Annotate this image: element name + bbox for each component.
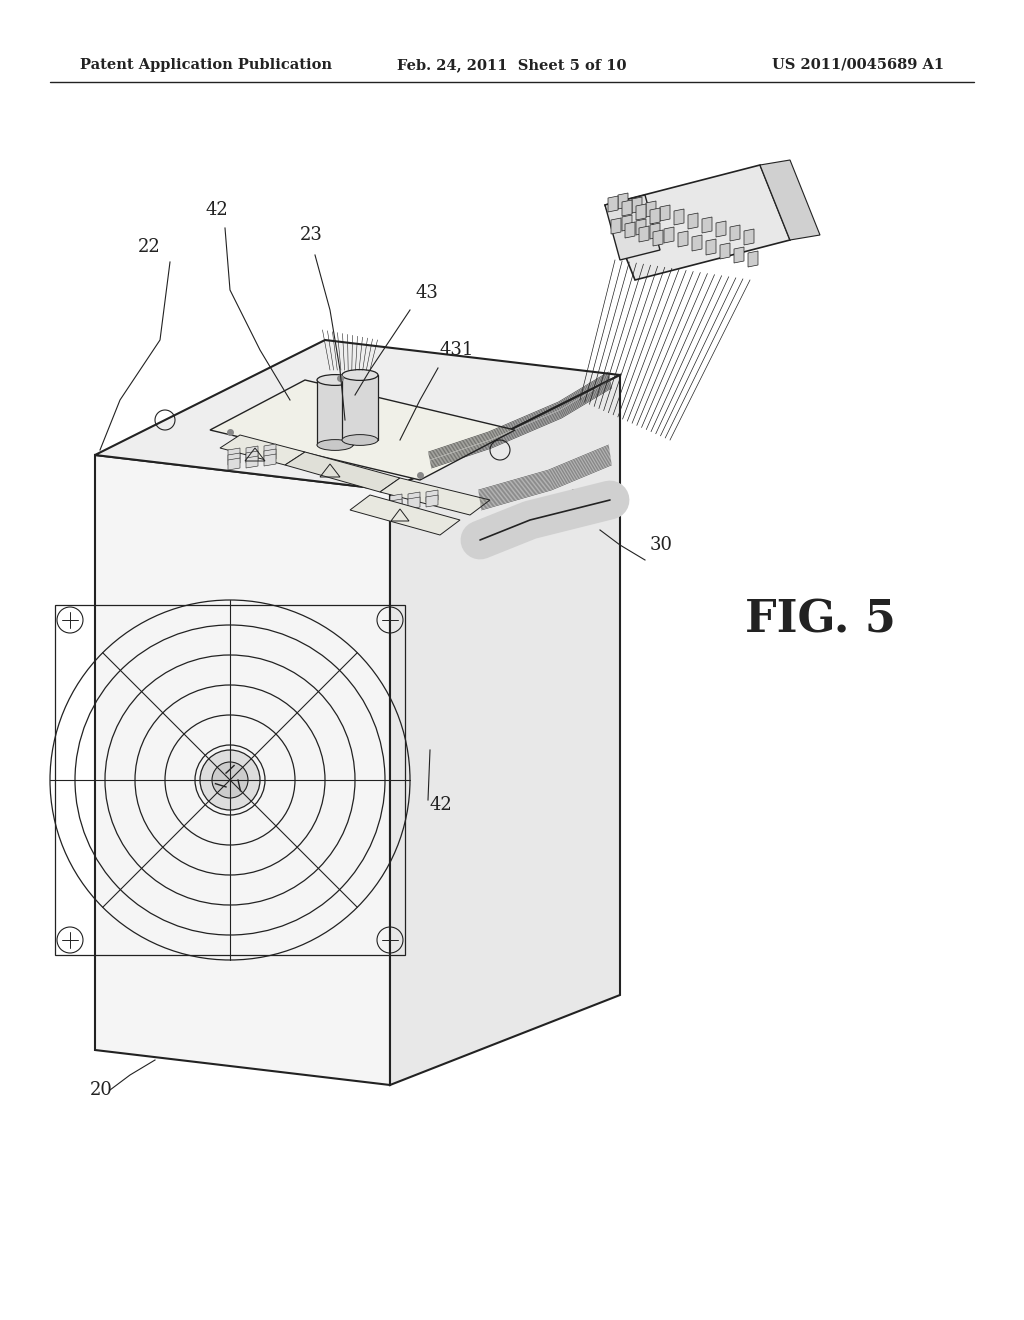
Polygon shape — [285, 451, 400, 492]
Polygon shape — [720, 243, 730, 259]
Text: 23: 23 — [300, 226, 323, 244]
Polygon shape — [228, 447, 240, 459]
Text: 22: 22 — [138, 238, 161, 256]
Polygon shape — [317, 380, 353, 445]
Polygon shape — [650, 209, 660, 224]
Polygon shape — [246, 451, 258, 463]
Polygon shape — [426, 495, 438, 507]
Polygon shape — [605, 195, 660, 260]
Polygon shape — [639, 226, 649, 242]
Text: 43: 43 — [415, 284, 438, 302]
Polygon shape — [674, 209, 684, 224]
Circle shape — [200, 750, 260, 810]
Polygon shape — [702, 216, 712, 234]
Polygon shape — [611, 218, 621, 234]
Polygon shape — [390, 494, 402, 506]
Polygon shape — [264, 454, 276, 466]
Polygon shape — [380, 478, 490, 515]
Polygon shape — [692, 235, 702, 251]
Ellipse shape — [342, 370, 378, 380]
Ellipse shape — [317, 440, 353, 450]
Ellipse shape — [342, 434, 378, 445]
Polygon shape — [646, 201, 656, 216]
Text: 20: 20 — [90, 1081, 113, 1100]
Text: 431: 431 — [440, 341, 474, 359]
Text: FIG. 5: FIG. 5 — [744, 598, 895, 642]
Polygon shape — [636, 205, 646, 220]
Text: 30: 30 — [650, 536, 673, 554]
Text: 42: 42 — [430, 796, 453, 814]
Polygon shape — [664, 227, 674, 243]
Polygon shape — [744, 228, 754, 246]
Polygon shape — [734, 247, 744, 263]
Polygon shape — [636, 219, 646, 235]
Polygon shape — [716, 220, 726, 238]
Text: US 2011/0045689 A1: US 2011/0045689 A1 — [772, 58, 944, 73]
Polygon shape — [706, 239, 716, 255]
Polygon shape — [246, 455, 258, 469]
Polygon shape — [760, 160, 820, 240]
Polygon shape — [632, 197, 642, 213]
Polygon shape — [608, 195, 618, 213]
Polygon shape — [95, 455, 390, 1085]
Text: 42: 42 — [205, 201, 227, 219]
Polygon shape — [408, 492, 420, 504]
Polygon shape — [390, 499, 402, 511]
Polygon shape — [264, 444, 276, 455]
Polygon shape — [228, 458, 240, 470]
Polygon shape — [350, 495, 460, 535]
Polygon shape — [618, 193, 628, 209]
Polygon shape — [653, 230, 663, 246]
Polygon shape — [95, 341, 620, 490]
Polygon shape — [264, 449, 276, 461]
Text: Feb. 24, 2011  Sheet 5 of 10: Feb. 24, 2011 Sheet 5 of 10 — [397, 58, 627, 73]
Text: Patent Application Publication: Patent Application Publication — [80, 58, 332, 73]
Polygon shape — [625, 222, 635, 238]
Polygon shape — [688, 213, 698, 228]
Polygon shape — [650, 223, 660, 239]
Polygon shape — [390, 375, 620, 1085]
Polygon shape — [678, 231, 688, 247]
Polygon shape — [748, 251, 758, 267]
Polygon shape — [730, 224, 740, 242]
Polygon shape — [228, 453, 240, 465]
Polygon shape — [605, 165, 790, 280]
Polygon shape — [408, 498, 420, 510]
Ellipse shape — [317, 375, 353, 385]
Polygon shape — [660, 205, 670, 220]
Polygon shape — [220, 436, 305, 465]
Polygon shape — [426, 490, 438, 502]
Polygon shape — [622, 215, 632, 231]
Polygon shape — [342, 375, 378, 440]
Polygon shape — [622, 201, 632, 216]
Polygon shape — [210, 380, 515, 480]
Polygon shape — [246, 446, 258, 458]
Circle shape — [212, 762, 248, 799]
